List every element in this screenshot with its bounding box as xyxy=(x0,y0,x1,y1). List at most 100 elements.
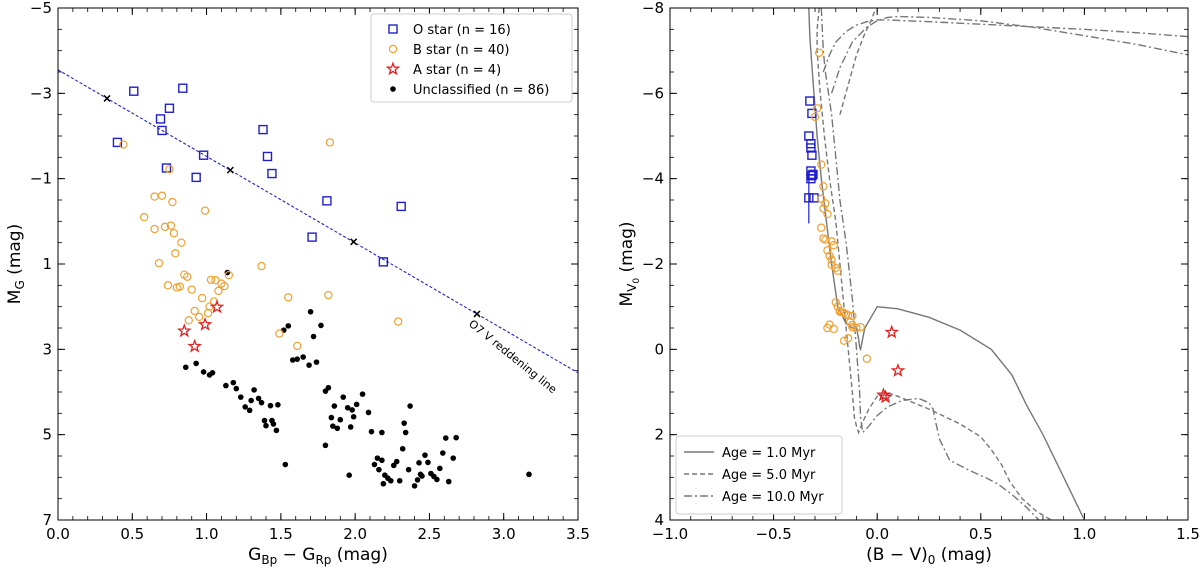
left-unclassified-point xyxy=(379,457,385,464)
legend-a-star: A star (n = 4) xyxy=(413,63,501,78)
legend-unclassified: Unclassified (n = 86) xyxy=(413,83,549,98)
left-xtick-label: 0.0 xyxy=(46,525,70,543)
legend-marker-square xyxy=(388,24,398,34)
left-unclassified-point xyxy=(294,356,301,362)
right-b-star-point xyxy=(827,255,836,264)
right-b-star-point xyxy=(825,320,834,329)
left-unclassified-point xyxy=(388,477,394,484)
left-b-star-point xyxy=(177,238,186,247)
left-a-star-point xyxy=(187,338,203,353)
right-panel-isochrones: −1.0 −0.5 0.0 0.5 1.0 1.5 −8 −6 −4 −2 0 2 4 xyxy=(642,0,1200,543)
left-unclassified-point xyxy=(209,370,216,376)
right-b-star-point xyxy=(856,322,865,332)
left-b-star-point xyxy=(166,221,176,230)
left-unclassified-point xyxy=(255,395,262,402)
left-unclassified-point xyxy=(350,413,357,420)
left-xtick-label: 0.5 xyxy=(120,525,144,543)
left-b-star-point xyxy=(257,261,266,271)
left-unclassified-point xyxy=(306,362,312,368)
legend-marker-dot xyxy=(390,86,396,92)
right-b-star-point xyxy=(862,354,872,363)
right-ytick-label: 4 xyxy=(654,511,664,529)
right-b-star-point xyxy=(839,336,849,345)
left-unclassified-point xyxy=(223,382,229,389)
right-o-star-point xyxy=(807,150,817,160)
right-b-star-point xyxy=(819,182,828,191)
left-unclassified-point xyxy=(337,416,344,423)
right-ytick-label: −4 xyxy=(642,170,664,188)
left-unclassified-point xyxy=(453,434,459,441)
legend-o-star: O star (n = 16) xyxy=(413,23,511,38)
left-b-star-point xyxy=(154,258,164,268)
left-ytick-label: −5 xyxy=(30,0,52,17)
left-unclassified-point xyxy=(258,399,265,406)
left-b-star-point xyxy=(394,317,403,326)
reddening-line-label: O7 V reddening line xyxy=(466,317,559,396)
left-unclassified-point xyxy=(285,323,292,329)
left-b-star-point xyxy=(150,224,159,234)
left-o-star-point xyxy=(307,232,317,242)
left-unclassified-point xyxy=(374,455,381,461)
left-unclassified-point xyxy=(416,460,422,466)
left-unclassified-point xyxy=(353,401,360,408)
left-o-star-point xyxy=(378,257,389,267)
left-b-star-point xyxy=(200,206,210,215)
right-xtick-label: 1.5 xyxy=(1176,525,1200,543)
left-unclassified-point xyxy=(349,407,355,413)
left-unclassified-point xyxy=(411,483,418,489)
right-b-star-point xyxy=(821,199,830,208)
left-o-star-point xyxy=(157,125,167,136)
left-b-star-point xyxy=(183,272,192,281)
right-ytick-label: 2 xyxy=(654,426,664,444)
left-unclassified-point xyxy=(401,420,407,426)
left-reddening-cross xyxy=(473,310,481,318)
left-axes-frame xyxy=(57,7,579,521)
left-unclassified-point xyxy=(402,429,409,436)
left-b-star-point xyxy=(324,290,333,300)
left-b-star-point xyxy=(284,293,293,302)
left-b-star-point xyxy=(293,341,302,351)
left-unclassified-point xyxy=(307,308,314,315)
left-unclassified-point xyxy=(331,403,338,409)
left-unclassified-point xyxy=(233,385,240,392)
left-unclassified-point xyxy=(347,424,354,430)
left-legend-frame xyxy=(370,13,573,103)
right-ytick-label: −8 xyxy=(642,0,664,17)
left-unclassified-point xyxy=(450,455,457,461)
right-ytick-label: −6 xyxy=(642,84,664,102)
left-xtick-label: 1.0 xyxy=(195,525,219,543)
right-b-star-point xyxy=(817,160,826,169)
right-o-star-point xyxy=(805,96,815,106)
right-b-star-point xyxy=(823,209,832,219)
left-unclassified-point xyxy=(282,461,289,468)
left-b-star-point xyxy=(119,140,128,149)
left-unclassified-point xyxy=(237,394,244,400)
right-isochrone xyxy=(808,8,1086,520)
left-unclassified-point xyxy=(273,427,280,434)
right-b-star-point xyxy=(852,323,861,333)
left-unclassified-point xyxy=(334,425,341,432)
right-o-star-point xyxy=(804,193,814,203)
right-ytick-label: 0 xyxy=(654,340,664,358)
left-b-star-point xyxy=(220,281,229,291)
left-unclassified-point xyxy=(340,394,347,400)
right-o-star-point xyxy=(808,169,818,180)
right-xtick-label: −0.5 xyxy=(755,525,791,543)
right-b-star-point xyxy=(823,246,832,255)
left-unclassified-point xyxy=(434,476,440,483)
left-unclassified-point xyxy=(182,364,189,371)
right-b-star-point xyxy=(843,334,853,343)
left-reddening-line xyxy=(58,69,578,374)
left-panel-cmd: 0.0 0.5 1.0 1.5 2.0 2.5 3.0 3.5 −5 −3 −1 1 3 5 7 xyxy=(30,0,590,543)
left-ylabel: MG (mag) xyxy=(5,224,27,304)
right-b-star-point xyxy=(814,48,824,58)
left-reddening-cross xyxy=(350,238,358,246)
left-b-star-point xyxy=(194,312,204,322)
left-unclassified-point xyxy=(368,428,375,435)
left-unclassified-point xyxy=(322,442,329,449)
left-unclassified-point xyxy=(419,473,425,479)
right-legend: Age = 1.0 Myr Age = 5.0 Myr Age = 10.0 M… xyxy=(675,435,843,515)
left-unclassified-point xyxy=(281,327,287,333)
left-unclassified-point xyxy=(526,471,532,478)
left-ytick-label: 7 xyxy=(42,511,52,529)
